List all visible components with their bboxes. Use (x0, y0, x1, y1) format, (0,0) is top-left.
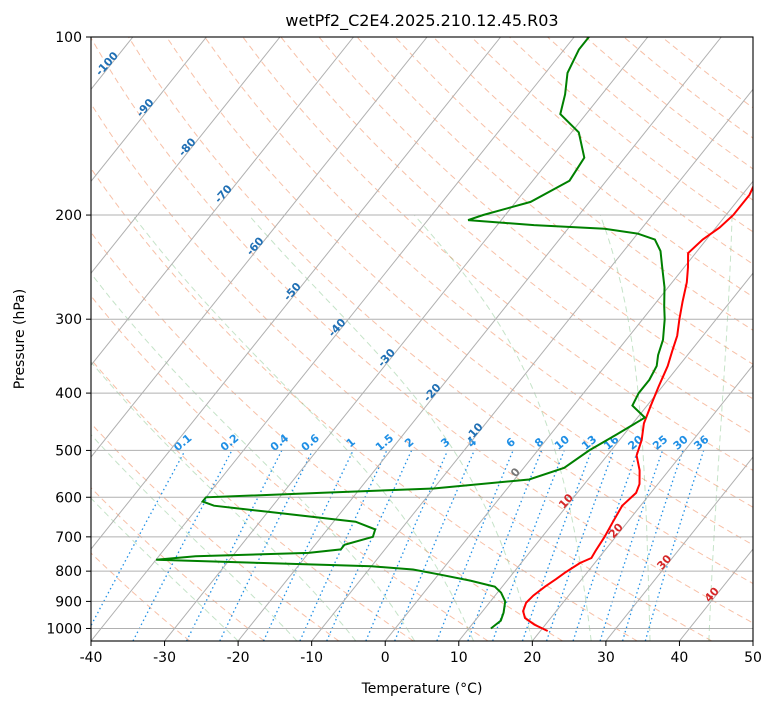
isotherm-gridline (384, 180, 753, 641)
isotherm-gridline (531, 364, 753, 641)
dry-adiabat-line (91, 231, 563, 641)
dry-adiabat-line (91, 422, 340, 641)
isotherm-gridline (91, 37, 575, 641)
moist-adiabat-line (708, 214, 733, 641)
x-tick-label: 30 (597, 650, 615, 666)
moist-adiabat-line (413, 214, 592, 641)
moist-adiabat-line (599, 214, 651, 641)
mixing-ratio-line (262, 450, 354, 641)
dry-adiabat-line (91, 37, 753, 624)
moist-adiabat-line (91, 497, 239, 641)
plot-frame (90, 36, 754, 642)
x-tick-label: -30 (153, 650, 176, 666)
mixing-ratio-line (436, 450, 514, 641)
y-tick-label: 200 (55, 208, 82, 224)
y-tick-label: 900 (55, 594, 82, 610)
y-tick-label: 100 (55, 30, 82, 46)
x-tick-label: -20 (227, 650, 250, 666)
isotherm-gridline (605, 456, 753, 641)
x-tick-label: 40 (671, 650, 689, 666)
isotherm-gridline (91, 37, 428, 458)
isotherm-gridline (91, 37, 281, 275)
dry-adiabat-line (394, 37, 753, 331)
y-tick-label: 700 (55, 530, 82, 546)
x-tick-label: 50 (744, 650, 762, 666)
x-tick-label: 10 (450, 650, 468, 666)
mixing-ratio-line (467, 450, 543, 641)
y-tick-label: 300 (55, 312, 82, 328)
isotherm-gridline (311, 88, 753, 641)
mixing-ratio-line (599, 450, 664, 641)
x-tick-label: -40 (80, 650, 103, 666)
moist-adiabat-line (132, 214, 474, 641)
profile-line-1 (156, 37, 666, 630)
isotherm-gridline (164, 37, 649, 641)
dry-adiabat-line (91, 552, 191, 641)
mixing-ratio-line (545, 450, 615, 641)
profile-line-0 (522, 184, 753, 632)
chart-title: wetPf2_C2E4.2025.210.12.45.R03 (285, 11, 558, 31)
isotherm-gridline (91, 37, 354, 366)
mixing-ratio-line (572, 450, 639, 641)
mixing-ratio-line (299, 450, 388, 641)
x-tick-label: 20 (523, 650, 541, 666)
y-tick-label: 800 (55, 564, 82, 580)
isotherm-gridline (458, 272, 753, 641)
x-tick-label: 0 (381, 650, 390, 666)
dry-adiabat-line (128, 37, 753, 585)
dry-adiabat-line (432, 37, 753, 298)
isotherm-gridline (91, 37, 207, 183)
dry-adiabat-line (204, 37, 753, 508)
y-tick-label: 600 (55, 490, 82, 506)
dry-adiabat-line (356, 37, 753, 365)
x-tick-label: -10 (300, 650, 323, 666)
isotherm-gridline (237, 37, 722, 641)
mixing-ratio-line (91, 450, 186, 627)
dry-adiabat-line (91, 295, 489, 641)
y-tick-label: 500 (55, 443, 82, 459)
moist-adiabat-line (248, 214, 533, 641)
y-tick-label: 400 (55, 386, 82, 402)
isotherm-gridline (91, 37, 502, 550)
x-axis-label: Temperature (°C) (361, 681, 483, 697)
dry-adiabat-line (91, 167, 638, 641)
y-axis-label: Pressure (hPa) (12, 289, 28, 389)
x-axis: -40 -30 -20 -10 0 10 20 30 40 50 (80, 641, 762, 666)
moist-adiabat-line (91, 433, 298, 641)
moist-adiabat-line (91, 272, 416, 641)
y-tick-label: 1000 (46, 621, 82, 637)
mixing-ratio-line (621, 450, 684, 641)
y-axis: 100 200 300 400 500 600 700 800 900 1000 (46, 30, 91, 637)
